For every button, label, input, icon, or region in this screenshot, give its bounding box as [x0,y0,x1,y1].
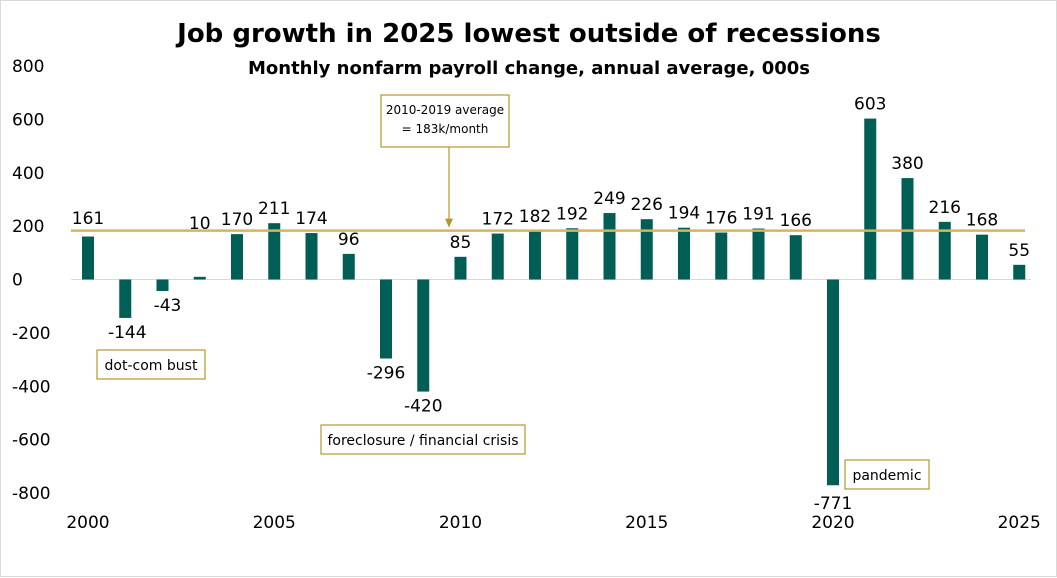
bar [342,253,355,280]
y-tick-label: 600 [12,110,44,130]
data-label: 161 [72,209,104,229]
bar [864,118,877,280]
bar [82,236,94,280]
bar [268,223,281,280]
data-label: 166 [780,211,812,231]
data-label: -144 [108,323,147,343]
bar [305,233,318,280]
annotation-label: dot-com bust [105,358,198,374]
data-label: 170 [221,210,253,230]
bar [529,230,541,280]
annotation-box [96,349,206,380]
bar [715,232,728,280]
bar [380,279,392,359]
data-label: 191 [742,205,774,225]
bar [603,213,616,280]
data-label: 603 [854,95,886,115]
y-tick-label: 800 [12,57,44,77]
data-label: 192 [556,204,588,224]
bar [827,279,839,486]
x-tick-label: 2025 [998,513,1041,533]
bar [491,233,504,280]
data-label: 216 [929,198,961,218]
x-tick-label: 2015 [625,513,668,533]
bar [938,221,951,280]
y-tick-label: -400 [12,377,51,397]
data-label: 380 [891,154,923,174]
bar [640,219,653,280]
reference-arrowhead [445,218,453,228]
annotation-label: foreclosure / financial crisis [327,433,518,449]
data-label: 211 [258,199,290,219]
reference-callout-line1: 2010-2019 average [386,103,504,117]
annotation-box [320,424,526,455]
bar [454,256,467,280]
chart-subtitle: Monthly nonfarm payroll change, annual a… [248,58,810,79]
bar [789,235,802,280]
x-tick-label: 2020 [811,513,854,533]
bar [1013,264,1026,280]
data-label: 168 [966,211,998,231]
y-tick-label: -600 [12,431,51,451]
chart-title: Job growth in 2025 lowest outside of rec… [175,19,881,49]
data-label: 172 [482,210,514,230]
data-label: -296 [367,363,406,383]
data-label: 176 [705,209,737,229]
data-label: 226 [631,195,663,215]
bar [156,279,169,291]
data-label: 182 [519,207,551,227]
data-label: 249 [593,189,625,209]
bar [752,228,765,280]
bar [119,279,132,318]
bar [231,234,243,280]
bar [566,228,579,280]
data-label: -771 [814,494,853,514]
bar [901,178,914,280]
bar [678,227,690,280]
bar [193,276,206,280]
reference-callout-box [380,94,510,148]
annotation-label: pandemic [852,468,921,484]
data-label: 85 [450,233,472,253]
data-label: 10 [189,214,211,234]
bar [417,279,430,392]
y-tick-label: 0 [12,271,23,291]
x-tick-label: 2000 [66,513,109,533]
reference-callout-line2: = 183k/month [402,122,489,136]
data-label: 194 [668,204,700,224]
data-label: 55 [1008,241,1030,261]
x-tick-label: 2010 [439,513,482,533]
x-tick-label: 2005 [253,513,296,533]
data-label: 96 [338,230,360,250]
annotation-box [844,459,930,490]
data-label: -420 [404,397,443,417]
data-label: -43 [154,296,182,316]
data-label: 174 [295,209,327,229]
y-tick-label: -200 [12,324,51,344]
bar [976,234,988,280]
y-tick-label: 200 [12,217,44,237]
y-tick-label: -800 [12,484,51,504]
y-tick-label: 400 [12,164,44,184]
